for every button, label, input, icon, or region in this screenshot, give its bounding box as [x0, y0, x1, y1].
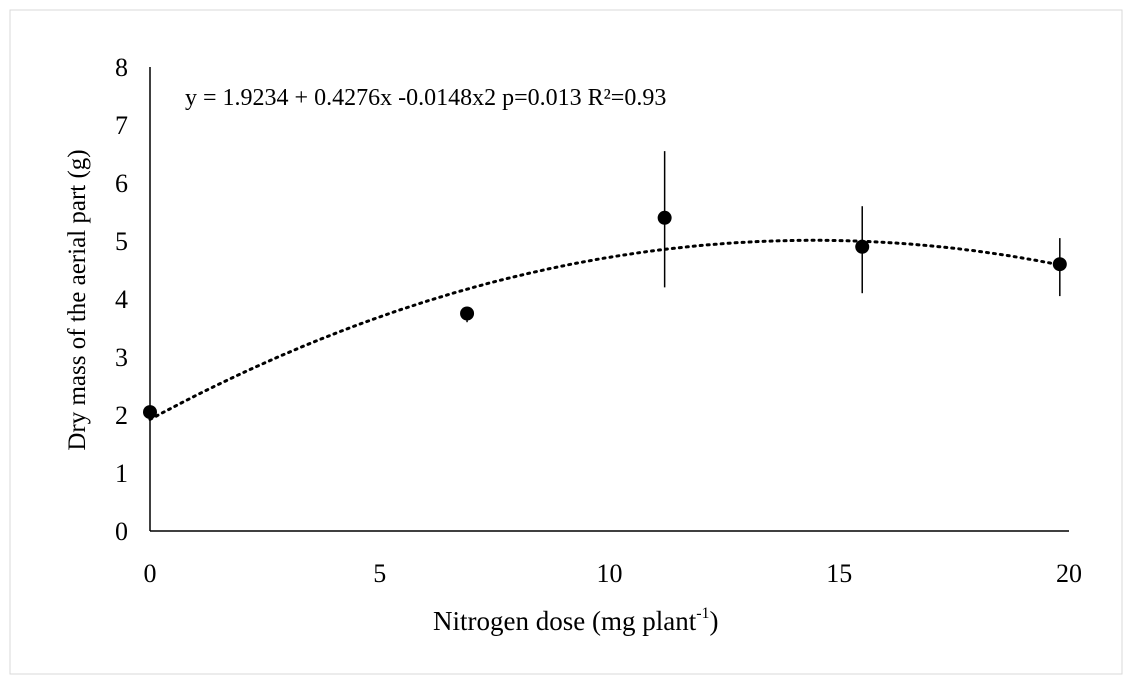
x-tick-label: 0: [144, 559, 157, 588]
regression-equation: y = 1.9234 + 0.4276x -0.0148x2 p=0.013 R…: [185, 85, 666, 111]
y-tick-label: 7: [115, 111, 128, 140]
data-point: [1053, 257, 1067, 271]
x-tick-label: 10: [597, 559, 623, 588]
y-tick-label: 2: [115, 401, 128, 430]
y-axis-label: Dry mass of the aerial part (g): [64, 149, 91, 450]
y-tick-label: 8: [115, 53, 128, 82]
y-tick-labels: 0 1 2 3 4 5 6 7 8: [115, 53, 128, 546]
x-tick-label: 5: [373, 559, 386, 588]
x-axis-label: Nitrogen dose (mg plant-1): [433, 605, 719, 636]
y-tick-label: 4: [115, 285, 128, 314]
y-tick-label: 6: [115, 169, 128, 198]
y-tick-label: 5: [115, 227, 128, 256]
data-point: [855, 240, 869, 254]
x-tick-label: 20: [1056, 559, 1082, 588]
y-tick-label: 0: [115, 517, 128, 546]
y-tick-label: 1: [115, 459, 128, 488]
data-point: [658, 211, 672, 225]
data-point: [460, 307, 474, 321]
y-tick-label: 3: [115, 343, 128, 372]
data-point: [143, 405, 157, 419]
x-tick-label: 15: [826, 559, 852, 588]
